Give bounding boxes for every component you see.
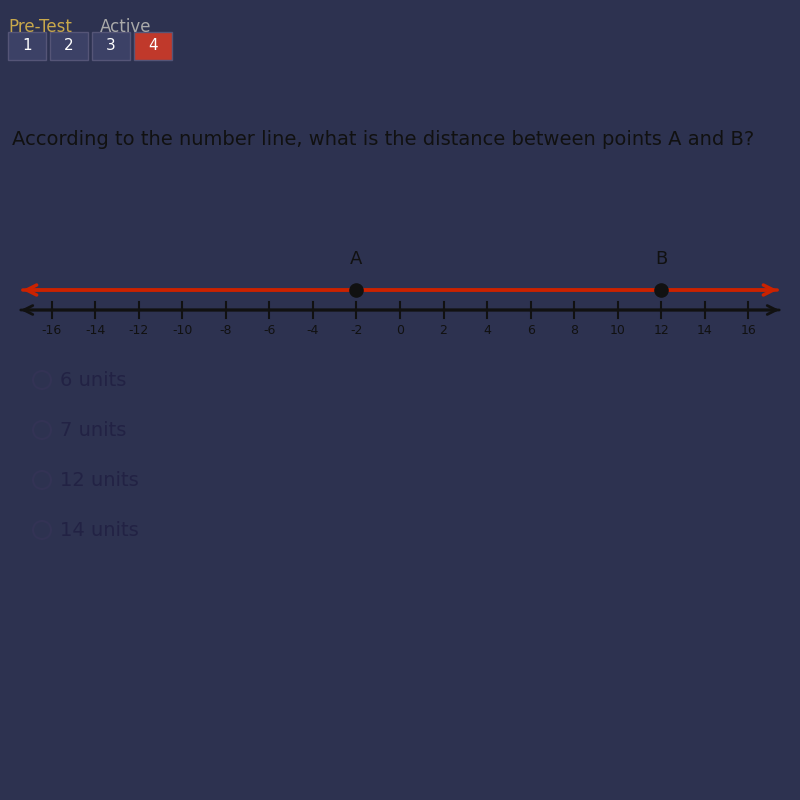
Text: 8: 8: [570, 324, 578, 337]
Text: -10: -10: [172, 324, 193, 337]
Text: Pre-Test: Pre-Test: [8, 18, 72, 36]
Text: -8: -8: [220, 324, 232, 337]
Text: 14: 14: [697, 324, 713, 337]
Text: 14 units: 14 units: [60, 521, 138, 539]
Text: 4: 4: [148, 38, 158, 54]
Text: 3: 3: [106, 38, 116, 54]
Text: 0: 0: [396, 324, 404, 337]
FancyBboxPatch shape: [92, 32, 130, 60]
Text: -14: -14: [85, 324, 106, 337]
Text: 1: 1: [22, 38, 32, 54]
Text: 10: 10: [610, 324, 626, 337]
Text: -4: -4: [306, 324, 319, 337]
Text: 6 units: 6 units: [60, 370, 126, 390]
Text: B: B: [655, 250, 667, 268]
Text: 2: 2: [439, 324, 447, 337]
Text: -12: -12: [129, 324, 149, 337]
Text: According to the number line, what is the distance between points A and B?: According to the number line, what is th…: [12, 130, 754, 149]
FancyBboxPatch shape: [8, 32, 46, 60]
Text: 12 units: 12 units: [60, 470, 138, 490]
Text: 2: 2: [64, 38, 74, 54]
Text: -16: -16: [42, 324, 62, 337]
FancyBboxPatch shape: [50, 32, 88, 60]
Text: Active: Active: [100, 18, 151, 36]
FancyBboxPatch shape: [134, 32, 172, 60]
Point: [350, 283, 363, 296]
Text: 12: 12: [654, 324, 669, 337]
Point: [654, 283, 667, 296]
Text: -2: -2: [350, 324, 362, 337]
Text: A: A: [350, 250, 362, 268]
Text: 16: 16: [740, 324, 756, 337]
Text: 6: 6: [526, 324, 534, 337]
Text: -6: -6: [263, 324, 275, 337]
Text: 4: 4: [483, 324, 491, 337]
Text: 7 units: 7 units: [60, 421, 126, 439]
